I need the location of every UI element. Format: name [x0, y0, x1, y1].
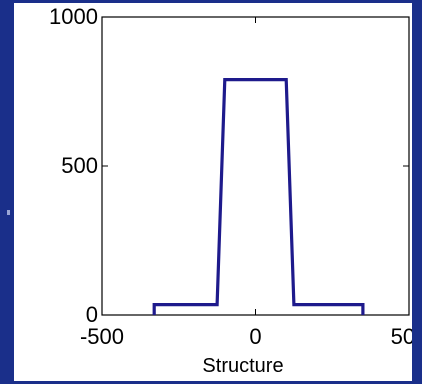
x-axis-label: Structure — [202, 355, 283, 377]
frame-mark — [7, 210, 10, 215]
y-tick-label: 1000 — [49, 4, 98, 29]
x-tick-label: 500 — [391, 324, 412, 349]
x-axis-ticks: -500 0 500 — [80, 17, 412, 349]
chart-panel: 0 500 1000 -500 0 500 Structure — [14, 3, 412, 381]
x-tick-label: 0 — [249, 324, 261, 349]
frame-left-border — [0, 0, 14, 384]
axes-box — [102, 17, 409, 315]
x-tick-label: -500 — [80, 324, 124, 349]
series-layer — [154, 80, 363, 315]
frame-right-border — [412, 0, 422, 384]
y-tick-label: 500 — [61, 153, 98, 178]
series-line — [154, 80, 363, 315]
plot-frame — [102, 17, 409, 315]
chart-svg: 0 500 1000 -500 0 500 Structure — [14, 3, 412, 381]
